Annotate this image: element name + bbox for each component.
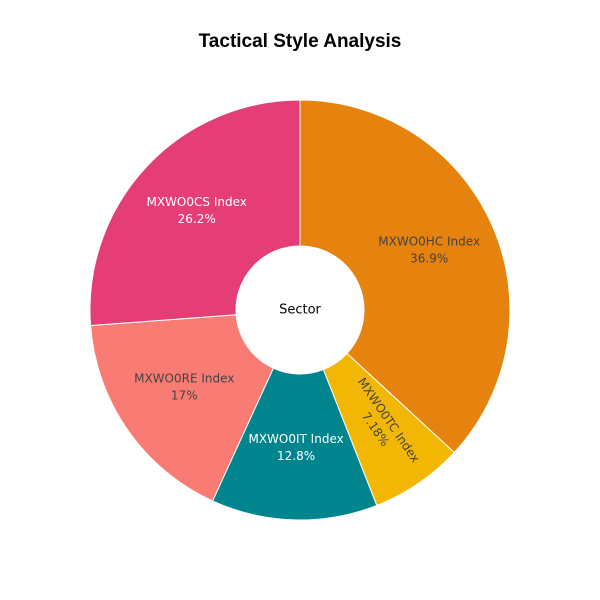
donut-hole <box>236 246 364 374</box>
slice-label-value: 26.2% <box>178 212 216 226</box>
slice-label-mxwo0cs-index: MXWO0CS Index 26.2% <box>146 195 246 226</box>
slice-label-value: 36.9% <box>410 251 448 265</box>
slices-layer <box>89 99 511 521</box>
slice-label-mxwo0hc-index: MXWO0HC Index 36.9% <box>378 234 480 265</box>
center-label: Sector <box>279 303 321 318</box>
slice-label-mxwo0it-index: MXWO0IT Index 12.8% <box>248 432 343 463</box>
slice-label-mxwo0re-index: MXWO0RE Index 17% <box>134 372 234 403</box>
slice-label-value: 12.8% <box>277 449 315 463</box>
slice-label-name: MXWO0RE Index <box>134 372 234 386</box>
slice-label-value: 17% <box>171 389 198 403</box>
slice-label-name: MXWO0HC Index <box>378 234 480 248</box>
slice-label-name: MXWO0CS Index <box>146 195 246 209</box>
slice-label-name: MXWO0IT Index <box>248 432 343 446</box>
chart-title: Tactical Style Analysis <box>198 31 402 52</box>
